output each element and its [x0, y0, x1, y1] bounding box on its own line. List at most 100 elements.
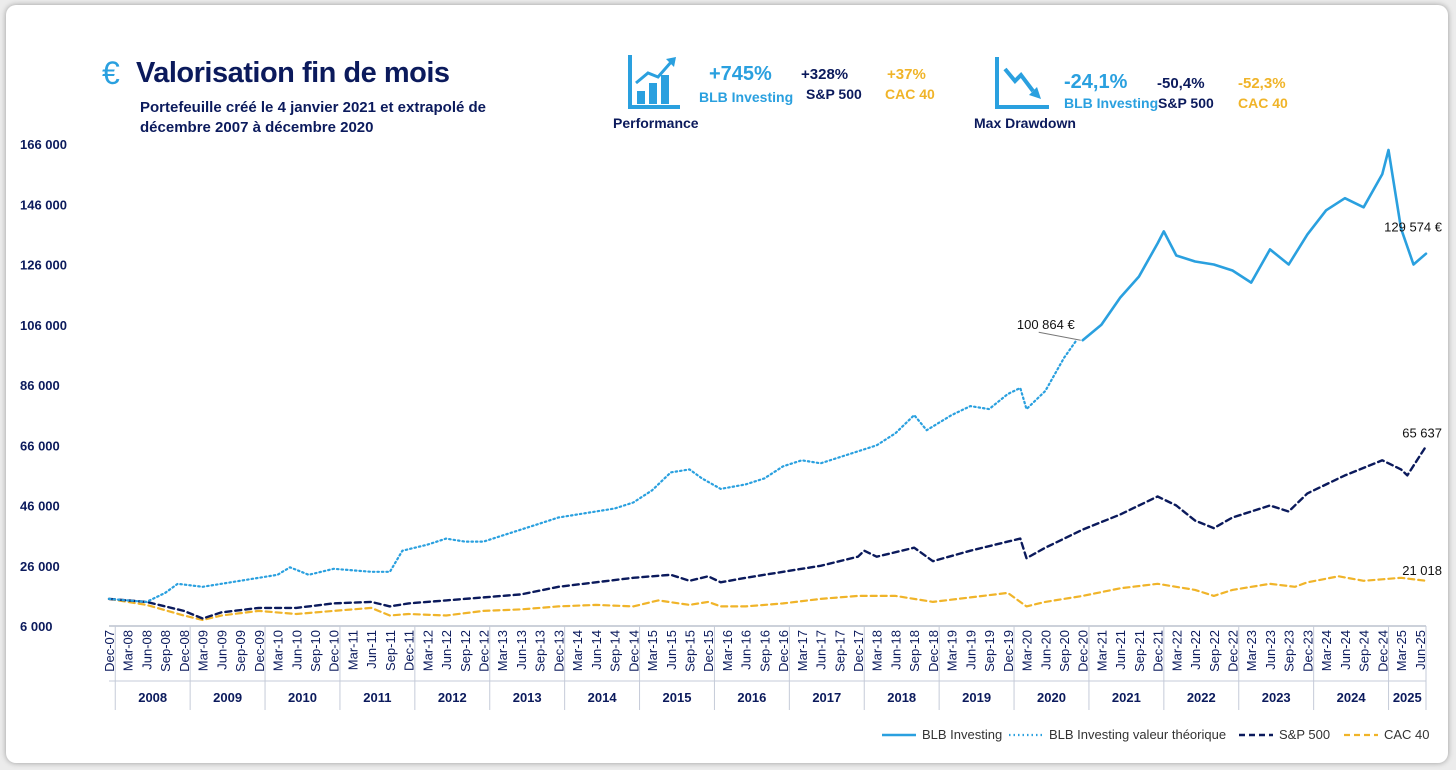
year-label: 2017 [812, 690, 841, 705]
x-tick-label: Mar-11 [345, 630, 360, 670]
x-tick-label: Jun-21 [1113, 630, 1128, 670]
year-label: 2015 [663, 690, 692, 705]
x-tick-label: Jun-24 [1338, 630, 1353, 670]
legend-label: BLB Investing [922, 727, 1002, 742]
y-tick-label: 6 000 [20, 619, 53, 634]
x-tick-label: Dec-14 [626, 630, 641, 672]
x-tick-label: Sep-17 [832, 630, 847, 672]
x-tick-label: Jun-25 [1413, 630, 1428, 670]
x-tick-label: Dec-16 [776, 630, 791, 672]
x-tick-label: Dec-23 [1300, 630, 1315, 672]
x-tick-label: Sep-14 [608, 630, 623, 672]
x-tick-label: Sep-16 [757, 630, 772, 672]
y-tick-label: 126 000 [20, 258, 67, 273]
perf-sp-label: S&P 500 [806, 86, 862, 102]
x-tick-label: Sep-22 [1207, 630, 1222, 672]
x-tick-label: Jun-08 [139, 630, 154, 670]
year-label: 2011 [363, 690, 391, 705]
year-label: 2023 [1262, 690, 1291, 705]
x-tick-label: Jun-15 [664, 630, 679, 670]
y-tick-label: 106 000 [20, 318, 67, 333]
x-tick-label: Sep-23 [1282, 630, 1297, 672]
annotation-label: 65 637 [1402, 425, 1442, 440]
x-tick-label: Jun-20 [1038, 630, 1053, 670]
year-label: 2009 [213, 690, 242, 705]
x-tick-label: Mar-25 [1394, 630, 1409, 671]
series-line-cac-40 [107, 575, 1428, 622]
series-line-blb-investing [1081, 148, 1428, 342]
year-label: 2019 [962, 690, 991, 705]
x-tick-label: Mar-16 [720, 630, 735, 671]
dd-blb-label: BLB Investing [1064, 95, 1159, 111]
x-tick-label: Jun-17 [814, 630, 829, 670]
year-label: 2020 [1037, 690, 1066, 705]
legend-label: BLB Investing valeur théorique [1049, 727, 1226, 742]
drawdown-label: Max Drawdown [974, 115, 1076, 131]
x-tick-label: Mar-21 [1094, 630, 1109, 671]
x-tick-label: Jun-18 [888, 630, 903, 670]
x-tick-label: Dec-21 [1151, 630, 1166, 672]
y-tick-label: 86 000 [20, 378, 60, 393]
x-tick-label: Mar-10 [271, 630, 286, 671]
dd-sp-label: S&P 500 [1158, 95, 1214, 111]
y-tick-label: 66 000 [20, 438, 60, 453]
x-tick-label: Mar-20 [1020, 630, 1035, 671]
year-label: 2013 [513, 690, 542, 705]
x-tick-label: Dec-18 [926, 630, 941, 672]
x-tick-label: Jun-09 [214, 630, 229, 670]
x-tick-label: Sep-15 [682, 630, 697, 672]
x-tick-label: Dec-15 [701, 630, 716, 672]
x-tick-label: Dec-13 [551, 630, 566, 672]
x-tick-label: Dec-24 [1375, 630, 1390, 672]
x-tick-label: Mar-08 [121, 630, 136, 671]
year-label: 2025 [1393, 690, 1422, 705]
x-tick-label: Mar-15 [645, 630, 660, 671]
legend-label: CAC 40 [1384, 727, 1430, 742]
x-tick-label: Sep-19 [982, 630, 997, 672]
year-label: 2018 [887, 690, 916, 705]
x-tick-label: Dec-07 [102, 630, 117, 672]
x-tick-label: Jun-16 [739, 630, 754, 670]
series-line-s-p-500 [107, 445, 1428, 620]
x-tick-label: Dec-12 [477, 630, 492, 672]
dd-sp-value: -50,4% [1157, 75, 1205, 92]
year-label: 2012 [438, 690, 467, 705]
perf-blb-value: +745% [709, 63, 772, 85]
x-tick-label: Sep-10 [308, 630, 323, 672]
x-tick-label: Sep-11 [383, 630, 398, 671]
x-tick-label: Dec-22 [1226, 630, 1241, 672]
x-tick-label: Mar-09 [196, 630, 211, 671]
y-tick-label: 146 000 [20, 197, 67, 212]
annotation-leader [1038, 331, 1081, 341]
x-tick-label: Sep-20 [1057, 630, 1072, 672]
perf-blb-label: BLB Investing [699, 89, 794, 105]
y-tick-label: 166 000 [20, 137, 67, 152]
perf-cac-label: CAC 40 [885, 86, 935, 102]
annotation-label: 129 574 € [1384, 220, 1443, 235]
x-tick-label: Dec-19 [1001, 630, 1016, 672]
x-tick-label: Mar-17 [795, 630, 810, 671]
x-tick-label: Sep-24 [1357, 630, 1372, 672]
dd-blb-value: -24,1% [1064, 71, 1128, 93]
x-tick-label: Jun-12 [439, 630, 454, 670]
annotation-label: 100 864 € [1017, 317, 1076, 332]
performance-label: Performance [613, 115, 699, 131]
x-tick-label: Dec-11 [402, 630, 417, 671]
x-tick-label: Dec-10 [327, 630, 342, 672]
year-label: 2008 [138, 690, 167, 705]
perf-cac-value: +37% [887, 66, 926, 83]
year-label: 2021 [1112, 690, 1141, 705]
x-tick-label: Mar-14 [570, 630, 585, 671]
euro-icon: € [102, 55, 120, 91]
perf-sp-value: +328% [801, 66, 849, 83]
year-label: 2014 [588, 690, 618, 705]
x-tick-label: Jun-13 [514, 630, 529, 670]
growth-chart-icon [628, 55, 680, 109]
x-tick-label: Dec-09 [252, 630, 267, 672]
year-label: 2010 [288, 690, 317, 705]
y-tick-label: 46 000 [20, 499, 60, 514]
page-subtitle: Portefeuille créé le 4 janvier 2021 et e… [140, 99, 487, 136]
x-tick-label: Jun-23 [1263, 630, 1278, 670]
x-tick-label: Sep-18 [907, 630, 922, 672]
x-tick-label: Dec-08 [177, 630, 192, 672]
